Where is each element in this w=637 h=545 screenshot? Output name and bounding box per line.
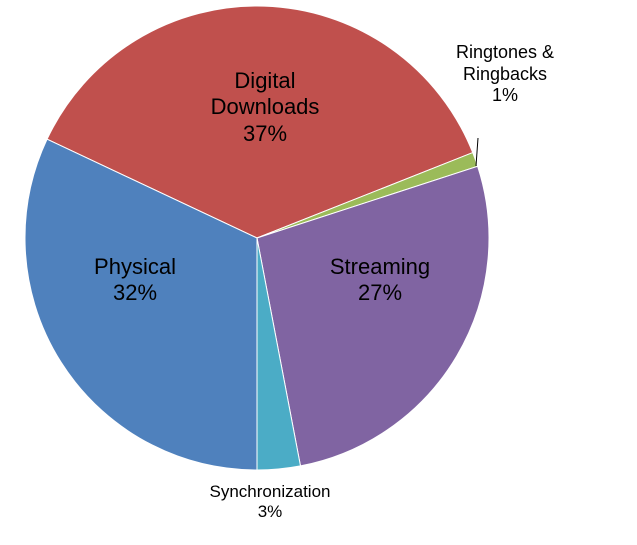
pie-slice (24, 138, 258, 471)
slice-name: Streaming (329, 254, 431, 279)
slice-percent: 37% (242, 120, 288, 146)
leader-line (475, 137, 479, 167)
slice-percent: 3% (257, 502, 283, 522)
slice-name: Ringtones & Ringbacks (455, 42, 555, 84)
slice-name: Digital Downloads (210, 68, 320, 120)
slice-name: Synchronization (209, 482, 331, 501)
slice-percent: 1% (491, 85, 518, 106)
pie-slice (46, 5, 474, 239)
slice-name: Physical (94, 254, 176, 279)
slice-percent: 27% (357, 280, 403, 306)
pie-slice (256, 165, 490, 467)
slice-percent: 32% (112, 280, 158, 306)
